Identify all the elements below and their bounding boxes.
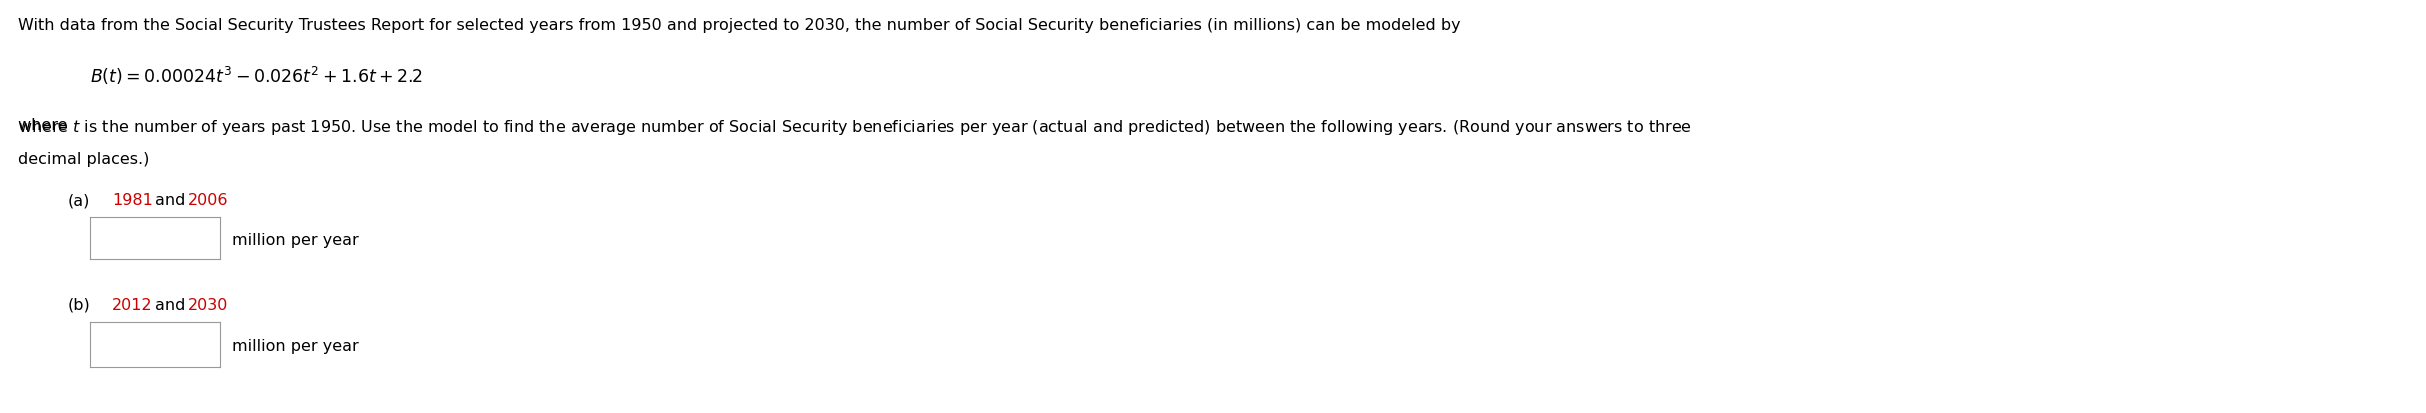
Text: 2030: 2030: [187, 297, 228, 312]
Text: and: and: [155, 297, 184, 312]
Text: $B(t) = 0.00024t^3 - 0.026t^2 + 1.6t + 2.2$: $B(t) = 0.00024t^3 - 0.026t^2 + 1.6t + 2…: [90, 65, 422, 87]
Text: where $t$ is the number of years past 1950. Use the model to find the average nu: where $t$ is the number of years past 19…: [17, 118, 1691, 137]
Text: (b): (b): [68, 297, 90, 312]
Text: 1981: 1981: [112, 192, 153, 207]
Text: where: where: [17, 118, 73, 133]
Text: 2012: 2012: [112, 297, 153, 312]
Text: million per year: million per year: [233, 338, 359, 353]
Text: million per year: million per year: [233, 232, 359, 247]
Text: and: and: [155, 192, 184, 207]
Text: 2006: 2006: [187, 192, 228, 207]
Text: (a): (a): [68, 192, 90, 207]
Text: decimal places.): decimal places.): [17, 152, 150, 166]
Text: With data from the Social Security Trustees Report for selected years from 1950 : With data from the Social Security Trust…: [17, 18, 1460, 33]
